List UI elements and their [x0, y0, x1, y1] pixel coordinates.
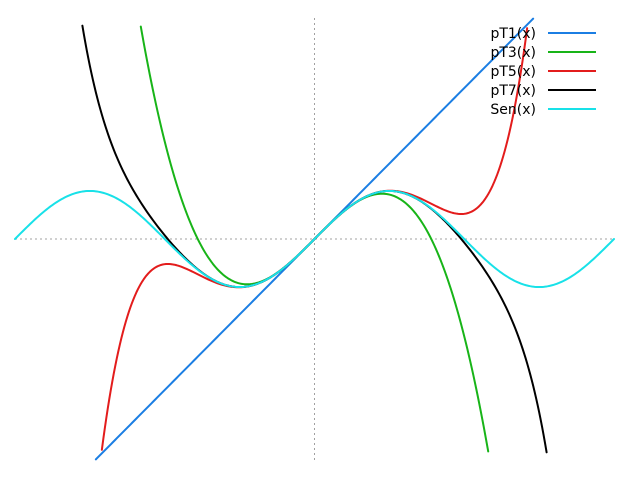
- series-line-5: [14, 189, 615, 289]
- legend: pT1(x) pT3(x) pT5(x) pT7(x) Sen(x): [490, 26, 596, 118]
- legend-label-2: pT3(x): [490, 45, 536, 61]
- series-group: [14, 17, 615, 461]
- legend-label-4: pT7(x): [490, 83, 536, 99]
- legend-label-1: pT1(x): [490, 26, 536, 42]
- legend-label-5: Sen(x): [490, 102, 536, 118]
- legend-label-3: pT5(x): [490, 64, 536, 80]
